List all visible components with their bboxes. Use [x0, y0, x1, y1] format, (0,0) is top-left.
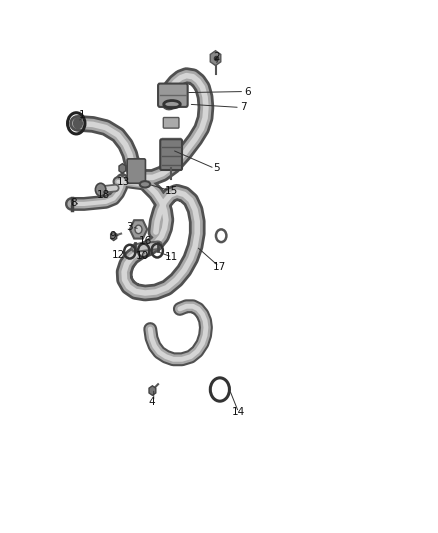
- Text: 7: 7: [240, 102, 246, 112]
- Text: 6: 6: [244, 86, 251, 96]
- Text: 11: 11: [165, 252, 178, 262]
- Circle shape: [74, 118, 82, 128]
- Text: 9: 9: [109, 231, 116, 241]
- Text: 8: 8: [70, 198, 77, 208]
- Text: 3: 3: [127, 222, 133, 232]
- Ellipse shape: [140, 181, 150, 188]
- Text: 17: 17: [212, 262, 226, 271]
- FancyBboxPatch shape: [158, 84, 187, 107]
- Text: 2: 2: [213, 52, 220, 62]
- Text: 12: 12: [111, 250, 125, 260]
- Text: 13: 13: [117, 176, 130, 187]
- Circle shape: [95, 183, 106, 196]
- FancyBboxPatch shape: [160, 139, 182, 170]
- Text: 4: 4: [148, 397, 155, 407]
- FancyBboxPatch shape: [163, 117, 179, 128]
- Text: 14: 14: [232, 407, 245, 417]
- Text: 15: 15: [165, 185, 178, 196]
- Text: 16: 16: [138, 236, 152, 246]
- Text: 5: 5: [213, 164, 220, 173]
- Text: 10: 10: [136, 251, 149, 261]
- Text: 18: 18: [97, 190, 110, 200]
- FancyBboxPatch shape: [127, 159, 145, 183]
- Text: 1: 1: [78, 110, 85, 120]
- Circle shape: [135, 225, 142, 233]
